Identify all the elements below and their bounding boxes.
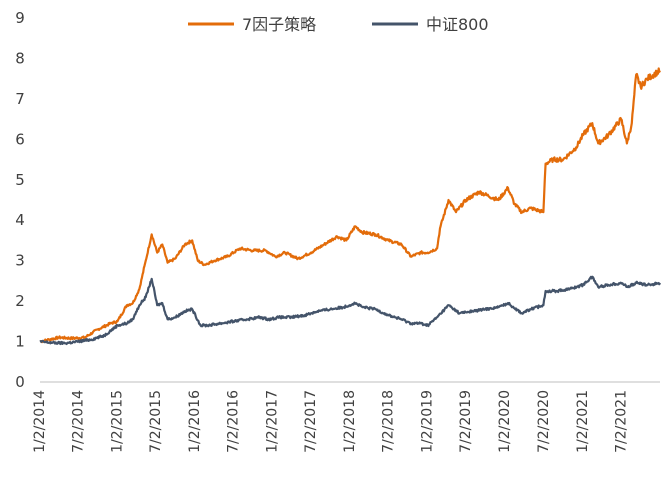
x-tick-label: 1/2/2015 [110,390,126,453]
x-tick-label: 7/2/2016 [226,390,242,453]
y-tick-label: 0 [15,373,25,391]
series-line-index [39,275,661,346]
y-tick-label: 5 [15,171,25,189]
x-tick-label: 1/2/2016 [187,390,203,453]
y-tick-label: 8 [15,49,25,67]
series-lines [39,67,661,346]
y-tick-label: 7 [15,90,25,108]
y-tick-label: 4 [15,211,25,229]
x-tick-label: 1/2/2021 [575,390,591,453]
x-tick-label: 1/2/2019 [420,390,436,453]
x-tick-label: 7/2/2019 [458,390,474,453]
series-line-strategy [39,67,661,344]
x-tick-label: 7/2/2018 [381,390,397,453]
y-tick-label: 6 [15,130,25,148]
y-tick-label: 2 [15,292,25,310]
legend-label-strategy: 7因子策略 [242,15,316,34]
x-tick-label: 7/2/2021 [613,390,629,453]
y-tick-label: 3 [15,252,25,270]
y-axis-tick-labels: 0 1 2 3 4 5 6 7 8 9 [15,9,25,391]
x-tick-label: 1/2/2017 [265,390,281,453]
y-tick-label: 9 [15,9,25,27]
x-axis-tick-labels: 1/2/2014 7/2/2014 1/2/2015 7/2/2015 1/2/2016… [32,390,629,453]
x-tick-label: 1/2/2018 [342,390,358,453]
x-tick-label: 1/2/2014 [32,390,48,453]
legend: 7因子策略 中证800 [188,15,489,34]
legend-label-index: 中证800 [426,15,489,34]
y-tick-label: 1 [15,333,25,351]
x-tick-label: 7/2/2017 [303,390,319,453]
x-tick-label: 7/2/2015 [148,390,164,453]
x-tick-label: 7/2/2014 [70,390,86,453]
x-tick-label: 7/2/2020 [536,390,552,453]
x-tick-label: 1/2/2020 [497,390,513,453]
